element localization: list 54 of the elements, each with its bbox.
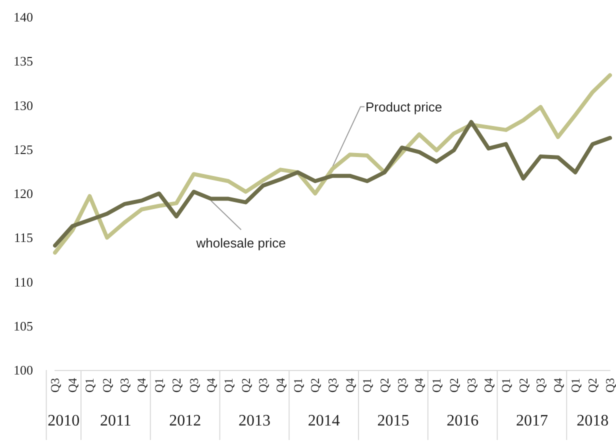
x-tick-label: Q3: [256, 378, 270, 393]
text: 2011: [100, 412, 132, 430]
x-tick-label: Q2: [100, 378, 114, 393]
y-tick-label: 135: [14, 54, 33, 69]
x-tick-label: Q2: [446, 378, 461, 393]
y-tick-label: 110: [14, 274, 33, 290]
x-tick-label: Q4: [482, 378, 496, 393]
text: 2017: [516, 412, 548, 430]
y-tick-label: 105: [14, 318, 33, 334]
x-tick-label: Q1: [290, 378, 305, 393]
line-series: [53, 73, 612, 255]
x-tick-label: Q3: [394, 378, 409, 393]
text: 2012: [169, 412, 202, 430]
y-tick-label: 115: [14, 230, 33, 246]
y-tick-label: 130: [14, 98, 33, 113]
text: 2013: [238, 412, 270, 430]
x-tick-label: Q1: [498, 378, 513, 393]
x-tick-label: Q4: [65, 378, 80, 393]
y-tick-label: 100: [14, 362, 33, 378]
x-tick-label: Q4: [204, 378, 218, 393]
x-tick-label: Q4: [550, 378, 565, 393]
y-tick-label: 120: [14, 186, 33, 201]
text: 2010: [48, 412, 80, 430]
text: wholesale price: [195, 235, 286, 250]
x-tick-label: Q1: [360, 378, 374, 393]
x-tick-label: Q1: [82, 378, 97, 393]
x-tick-label: Q2: [516, 378, 530, 393]
x-tick-label: Q1: [152, 378, 166, 393]
text: 2018: [576, 412, 609, 430]
x-tick-label: Q3: [534, 378, 548, 393]
x-tick-label: Q1: [221, 378, 236, 393]
x-tick-label: Q2: [238, 378, 253, 393]
y-tick-label: 140: [14, 10, 33, 24]
x-tick-label: Q2: [308, 378, 322, 393]
text: 2016: [446, 412, 479, 430]
x-tick-label: Q4: [342, 378, 357, 393]
x-tick-label: Q2: [586, 378, 600, 393]
x-tick-label: Q3: [186, 378, 201, 393]
x-tick-label: Q3: [603, 378, 616, 393]
x-tick-label: Q4: [412, 378, 426, 393]
x-tick-label: Q3: [117, 378, 132, 393]
x-tick-label: Q1: [430, 378, 444, 393]
x-tick-label: Q4: [273, 378, 288, 393]
text: 2014: [308, 412, 340, 430]
x-tick-label: Q3: [326, 378, 340, 393]
x-tick-label: Q4: [134, 378, 149, 393]
y-tick-label: 125: [14, 142, 33, 157]
x-tick-label: Q2: [378, 378, 392, 393]
series-label: Product price: [366, 99, 442, 114]
x-tick-label: Q2: [169, 378, 184, 393]
text: 2015: [377, 412, 410, 430]
x-tick-label: Q3: [464, 378, 478, 393]
x-tick-label: Q3: [48, 378, 62, 393]
x-tick-label: Q1: [568, 378, 582, 393]
